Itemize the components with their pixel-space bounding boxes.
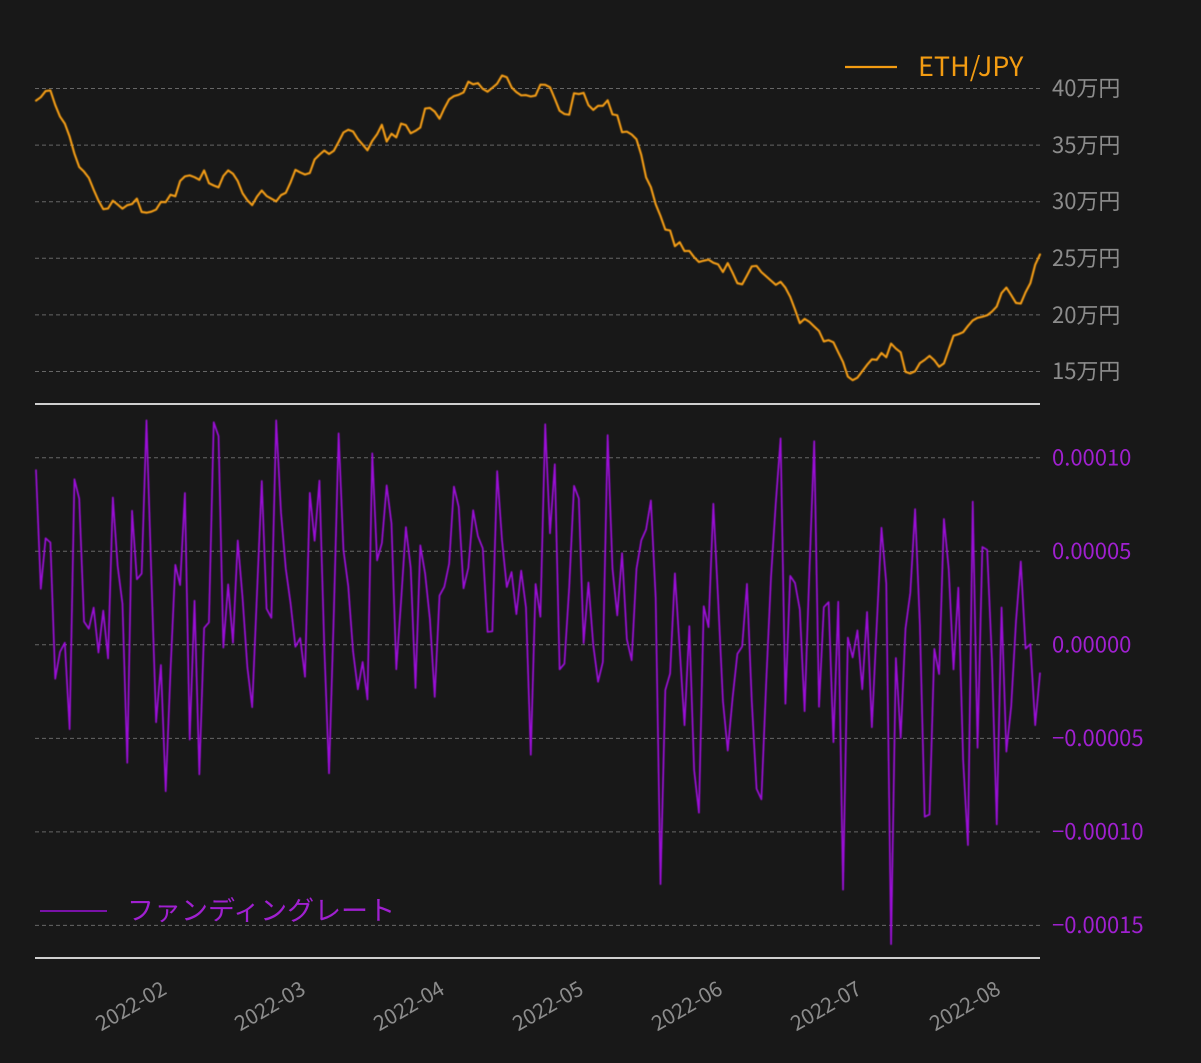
svg-text:0.00010: 0.00010 [1052,441,1131,473]
svg-text:−0.00010: −0.00010 [1052,815,1144,847]
svg-text:ETH/JPY: ETH/JPY [918,45,1024,84]
svg-text:40万円: 40万円 [1052,71,1120,103]
svg-text:20万円: 20万円 [1052,298,1120,330]
svg-text:15万円: 15万円 [1052,354,1120,386]
svg-text:0.00000: 0.00000 [1052,628,1131,660]
svg-text:35万円: 35万円 [1052,128,1120,160]
svg-text:−0.00005: −0.00005 [1052,721,1144,753]
svg-text:ファンディングレート: ファンディングレート [127,889,395,928]
svg-text:−0.00015: −0.00015 [1052,908,1144,940]
svg-text:25万円: 25万円 [1052,241,1120,273]
svg-text:0.00005: 0.00005 [1052,534,1131,566]
svg-text:30万円: 30万円 [1052,184,1120,216]
